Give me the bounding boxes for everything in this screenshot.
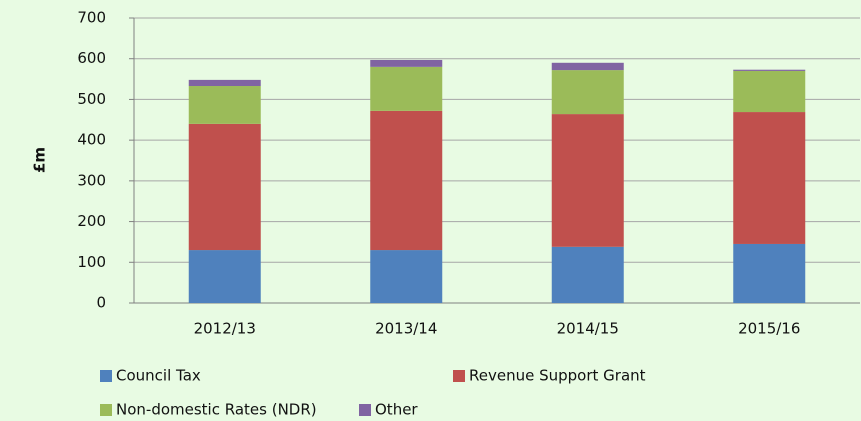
legend-label: Council Tax xyxy=(116,367,201,385)
bar-segment xyxy=(551,114,624,247)
bar-segment xyxy=(551,70,624,115)
legend-swatch xyxy=(100,404,112,416)
y-tick-label: 600 xyxy=(77,49,106,67)
bar-segment xyxy=(188,79,261,86)
x-tick-label: 2015/16 xyxy=(738,320,800,338)
legend-label: Other xyxy=(375,401,418,419)
y-tick-label: 200 xyxy=(77,212,106,230)
bar-segment xyxy=(733,243,806,303)
bar-segment xyxy=(370,110,443,251)
bar-segment xyxy=(551,246,624,303)
legend-label: Revenue Support Grant xyxy=(469,367,646,385)
bar-segment xyxy=(188,85,261,124)
x-tick-label: 2012/13 xyxy=(194,320,256,338)
x-tick-label: 2014/15 xyxy=(557,320,619,338)
y-tick-label: 100 xyxy=(77,253,106,271)
legend-label: Non-domestic Rates (NDR) xyxy=(116,401,317,419)
bar-segment xyxy=(551,62,624,71)
bar-segment xyxy=(733,69,806,71)
legend-swatch xyxy=(453,370,465,382)
bar-segment xyxy=(370,250,443,303)
bar-segment xyxy=(370,66,443,111)
bar-segment xyxy=(188,250,261,303)
y-tick-label: 700 xyxy=(77,9,106,27)
y-tick-label: 500 xyxy=(77,90,106,108)
x-tick-label: 2013/14 xyxy=(375,320,437,338)
y-tick-label: 400 xyxy=(77,131,106,149)
bar-segment xyxy=(733,112,806,244)
y-axis-label: £m xyxy=(31,147,49,173)
bar-segment xyxy=(733,70,806,113)
bar-segment xyxy=(370,59,443,67)
y-tick-label: 300 xyxy=(77,171,106,189)
legend-swatch xyxy=(359,404,371,416)
y-tick-label: 0 xyxy=(96,294,106,312)
legend-swatch xyxy=(100,370,112,382)
bar-segment xyxy=(188,123,261,251)
